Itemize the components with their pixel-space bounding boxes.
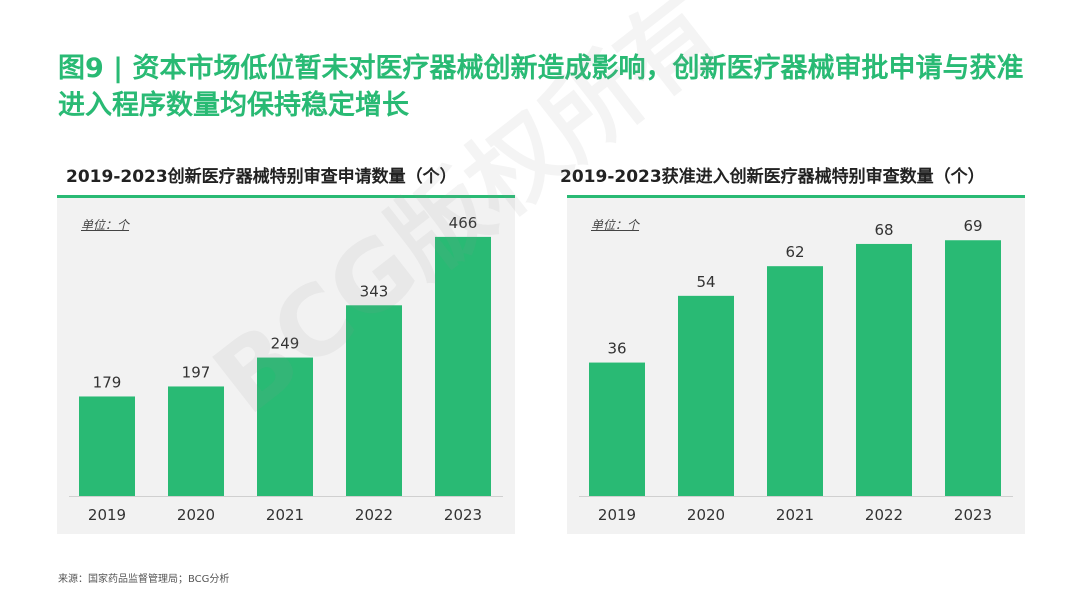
data-label-2019: 36 [607, 340, 626, 358]
data-label-2020: 54 [696, 273, 715, 291]
source-note: 来源：国家药品监督管理局；BCG分析 [58, 574, 230, 585]
x-tick-2023: 2023 [954, 506, 992, 524]
x-tick-2020: 2020 [687, 506, 725, 524]
bar-2023 [435, 236, 491, 496]
bar-2020 [678, 295, 734, 496]
page-title: 图9 | 资本市场低位暂未对医疗器械创新造成影响，创新医疗器械审批申请与获准进入… [58, 53, 1024, 121]
bar-2022 [346, 305, 402, 496]
data-label-2023: 466 [449, 214, 478, 232]
left-chart-plot: 单位：个 179 2019 197 2020 249 2021 343 2022 466 2023 [57, 198, 515, 534]
left-chart-svg: 179 2019 197 2020 249 2021 343 2022 466 2023 [69, 214, 503, 524]
data-label-2021: 62 [785, 243, 804, 261]
x-tick-2022: 2022 [865, 506, 903, 524]
data-label-2022: 68 [874, 221, 893, 239]
right-chart-svg: 36 2019 54 2020 62 2021 68 2022 69 2023 [579, 217, 1013, 524]
right-chart-unit-label: 单位：个 [591, 218, 640, 232]
x-tick-2021: 2021 [776, 506, 814, 524]
bar-2022 [856, 243, 912, 496]
right-chart-plot: 单位：个 36 2019 54 2020 62 2021 68 2022 69 2023 [567, 198, 1025, 534]
x-tick-2019: 2019 [88, 506, 126, 524]
bar-2021 [767, 266, 823, 496]
bar-2020 [168, 386, 224, 496]
x-tick-2023: 2023 [444, 506, 482, 524]
x-tick-2019: 2019 [598, 506, 636, 524]
data-label-2022: 343 [360, 282, 389, 300]
data-label-2023: 69 [963, 217, 982, 235]
left-chart-title: 2019-2023创新医疗器械特别审查申请数量（个） [66, 167, 457, 187]
right-chart-title: 2019-2023获准进入创新医疗器械特别审查数量（个） [560, 167, 985, 187]
x-tick-2020: 2020 [177, 506, 215, 524]
x-tick-2022: 2022 [355, 506, 393, 524]
bar-2023 [945, 240, 1001, 496]
data-label-2020: 197 [182, 363, 211, 381]
left-chart-unit-label: 单位：个 [81, 218, 130, 232]
right-chart-rule [567, 195, 1025, 198]
data-label-2021: 249 [271, 335, 300, 353]
data-label-2019: 179 [93, 373, 122, 391]
left-chart-rule [57, 195, 515, 198]
bar-2019 [79, 396, 135, 496]
x-tick-2021: 2021 [266, 506, 304, 524]
bar-2021 [257, 357, 313, 496]
bar-2019 [589, 362, 645, 496]
